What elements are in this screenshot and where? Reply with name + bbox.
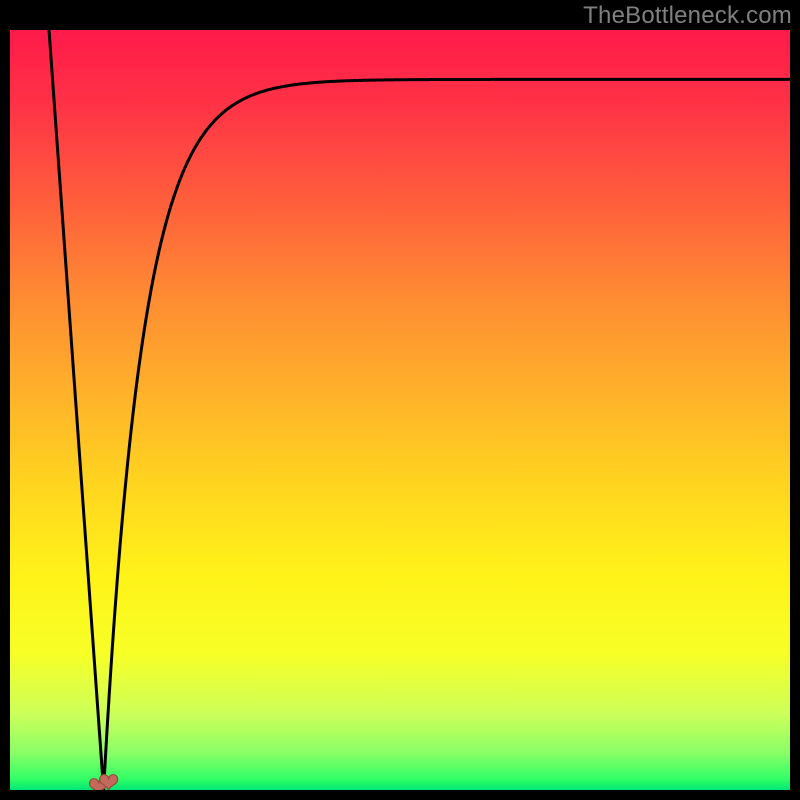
plot-area (10, 30, 790, 790)
chart-container: TheBottleneck.com (0, 0, 800, 800)
gradient-background (10, 30, 790, 790)
watermark-text: TheBottleneck.com (583, 2, 792, 30)
chart-svg (10, 30, 790, 790)
